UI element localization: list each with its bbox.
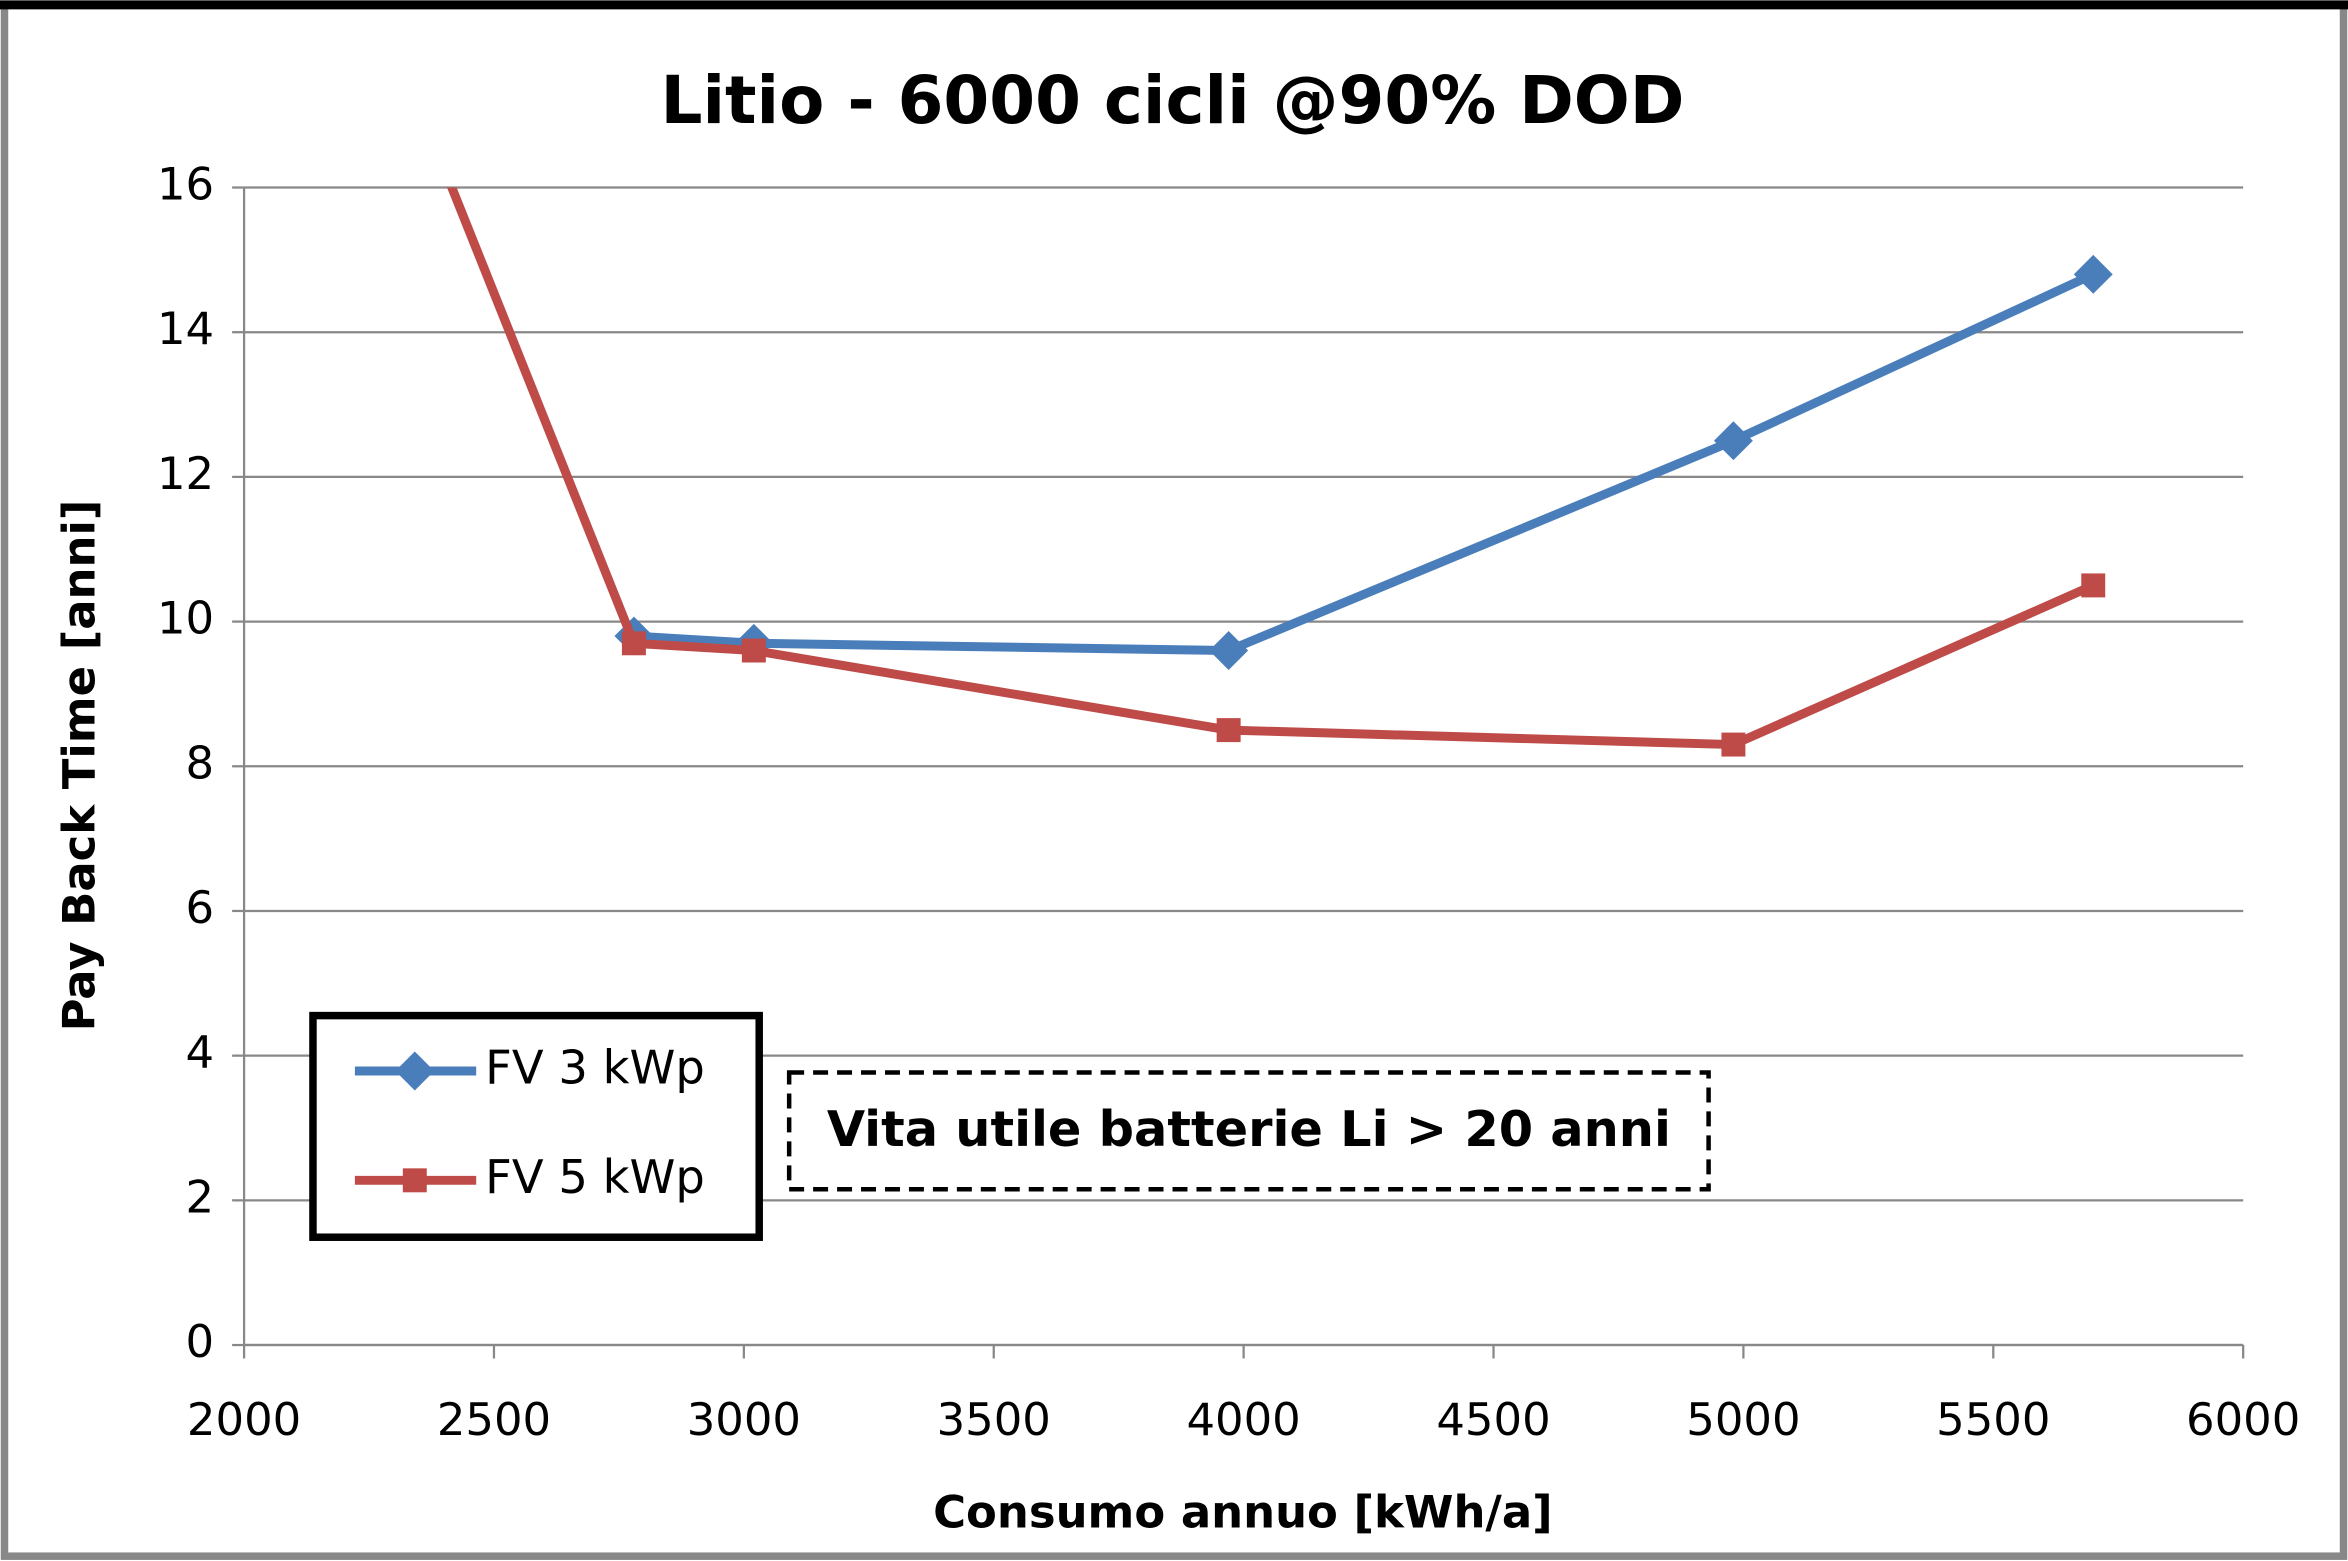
annotation: Vita utile batterie Li > 20 anni <box>786 1070 1711 1192</box>
x-tick-label: 4500 <box>1436 1393 1550 1446</box>
marker-diamond <box>395 1051 435 1091</box>
marker-diamond <box>1713 421 1753 461</box>
x-axis-label: Consumo annuo [kWh/a] <box>933 1486 1553 1539</box>
y-tick-label: 8 <box>186 736 215 789</box>
annotation-box <box>786 1070 1711 1192</box>
legend-box <box>309 1011 763 1241</box>
x-tick-label: 3500 <box>937 1393 1051 1446</box>
y-tick-label: 0 <box>186 1315 215 1368</box>
chart-title: Litio - 6000 cicli @90% DOD <box>661 62 1685 139</box>
marker-square <box>402 1168 427 1193</box>
marker-square <box>621 631 646 656</box>
y-axis-label: Pay Back Time [anni] <box>52 500 105 1032</box>
y-tick-label: 10 <box>157 592 214 645</box>
y-tick-label: 2 <box>186 1170 215 1223</box>
y-tick-label: 16 <box>157 158 214 211</box>
x-tick-label: 5000 <box>1686 1393 1800 1446</box>
y-tick-label: 12 <box>157 447 214 500</box>
x-tick-label: 2000 <box>187 1393 301 1446</box>
plot-area <box>446 187 2113 757</box>
x-tick-label: 6000 <box>2186 1393 2300 1446</box>
axes: 0 2 4 6 8 10 12 14 16 2000 2500 3000 3500 4000 4500 500… <box>157 158 2300 1446</box>
marker-square <box>1721 732 1746 757</box>
marker-square <box>2081 573 2106 598</box>
x-tick-label: 4000 <box>1186 1393 1300 1446</box>
annotation-text: Vita utile batterie Li > 20 anni <box>827 1100 1671 1158</box>
legend: FV 3 kWp FV 5 kWp <box>309 1011 763 1241</box>
x-tick-label: 3000 <box>687 1393 801 1446</box>
marker-square <box>741 638 766 663</box>
x-tick-label: 5500 <box>1936 1393 2050 1446</box>
y-tick-label: 4 <box>186 1026 215 1079</box>
x-tick-label: 2500 <box>437 1393 551 1446</box>
y-tick-label: 14 <box>157 302 214 355</box>
y-tick-label: 6 <box>186 881 215 934</box>
series-line <box>446 187 2096 750</box>
legend-label: FV 5 kWp <box>485 1150 705 1204</box>
marker-square <box>1216 718 1241 743</box>
legend-label: FV 3 kWp <box>485 1041 705 1095</box>
